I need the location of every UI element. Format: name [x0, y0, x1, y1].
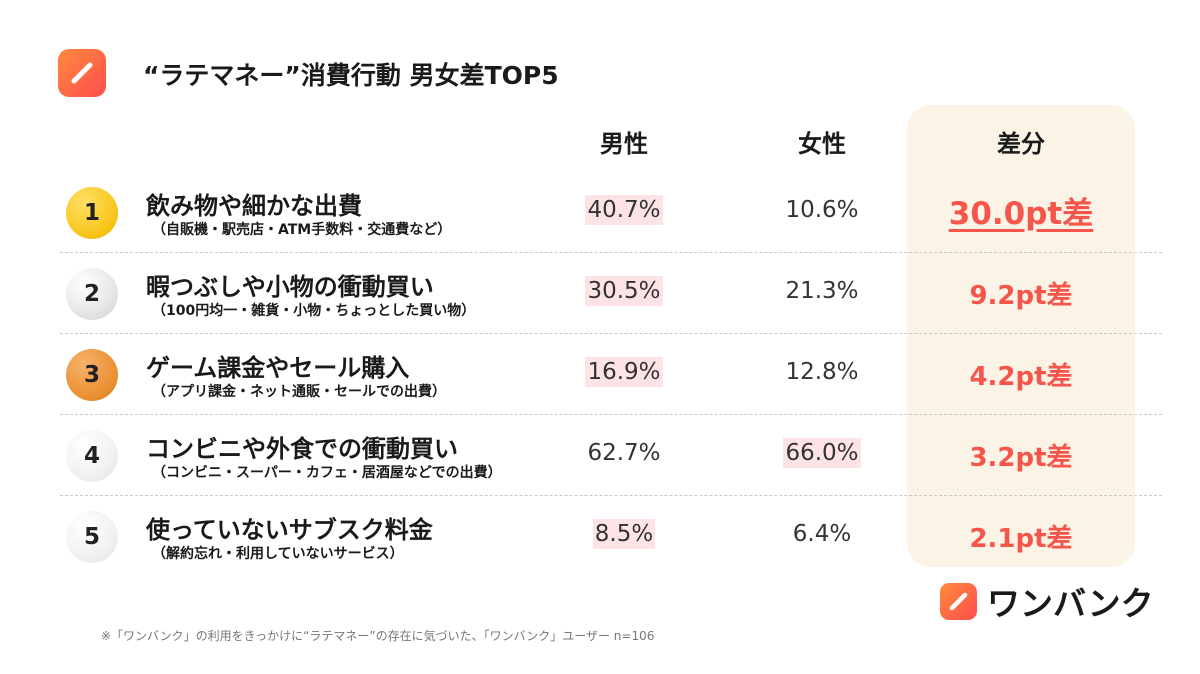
female-value-cell: 10.6%	[722, 197, 922, 223]
diff-value: 3.2pt差	[969, 443, 1073, 473]
table-row: 2 暇つぶしや小物の衝動買い （100円均一・雑貨・小物・ちょっとした買い物） 30.…	[60, 253, 1162, 334]
female-value-cell: 21.3%	[722, 278, 922, 304]
male-value-cell: 30.5%	[524, 276, 724, 306]
male-column-header: 男性	[600, 130, 648, 158]
female-value-cell: 6.4%	[722, 521, 922, 547]
diff-value: 9.2pt差	[969, 281, 1073, 311]
category-detail: （コンビニ・スーパー・カフェ・居酒屋などでの出費）	[152, 465, 502, 481]
page-title: “ラテマネー”消費行動 男女差TOP5	[143, 61, 559, 90]
female-value: 6.4%	[792, 521, 852, 547]
female-value-cell: 66.0%	[722, 438, 922, 468]
female-value-cell: 12.8%	[722, 359, 922, 385]
female-value: 21.3%	[785, 278, 859, 304]
row-divider	[60, 495, 1162, 496]
rank-badge: 3	[66, 349, 118, 401]
brand-logo: ワンバンク	[940, 581, 1154, 623]
female-value: 66.0%	[783, 438, 861, 468]
footnote: ※「ワンバンク」の利用をきっかけに“ラテマネー”の存在に気づいた、「ワンバンク」…	[101, 629, 655, 643]
diff-value: 4.2pt差	[969, 362, 1073, 392]
brand-name: ワンバンク	[987, 584, 1154, 623]
header-logo-icon	[58, 49, 106, 97]
male-value: 8.5%	[592, 519, 656, 549]
category-detail: （アプリ課金・ネット通販・セールでの出費）	[152, 384, 446, 400]
female-column-header: 女性	[798, 130, 846, 158]
row-divider	[60, 414, 1162, 415]
male-value: 16.9%	[585, 357, 663, 387]
female-value: 12.8%	[785, 359, 859, 385]
rank-badge: 2	[66, 268, 118, 320]
category-detail: （100円均一・雑貨・小物・ちょっとした買い物）	[152, 303, 476, 319]
row-divider	[60, 252, 1162, 253]
category-detail: （自販機・駅売店・ATM手数料・交通費など）	[152, 222, 452, 238]
category-name: 使っていないサブスク料金	[146, 516, 433, 544]
brand-mark-icon	[940, 582, 977, 620]
rank-badge: 1	[66, 187, 118, 239]
diff-column-panel	[907, 105, 1135, 567]
category-name: 暇つぶしや小物の衝動買い	[146, 273, 434, 301]
category-name: ゲーム課金やセール購入	[146, 354, 410, 382]
pencil-slash-icon	[71, 62, 93, 84]
table-row: 5 使っていないサブスク料金 （解約忘れ・利用していないサービス） 8.5% 6.4% 2…	[60, 496, 1162, 577]
category-name: 飲み物や細かな出費	[146, 192, 362, 220]
male-value-cell: 16.9%	[524, 357, 724, 387]
rank-badge: 4	[66, 430, 118, 482]
table-row: 3 ゲーム課金やセール購入 （アプリ課金・ネット通販・セールでの出費） 16.9% 12…	[60, 334, 1162, 415]
category-name: コンビニや外食での衝動買い	[146, 435, 458, 463]
diff-value: 2.1pt差	[969, 524, 1073, 554]
female-value: 10.6%	[785, 197, 859, 223]
rank-badge: 5	[66, 511, 118, 563]
diff-value: 30.0pt差	[948, 196, 1094, 232]
diff-column-header: 差分	[997, 130, 1045, 158]
table-row: 4 コンビニや外食での衝動買い （コンビニ・スーパー・カフェ・居酒屋などでの出費） 6…	[60, 415, 1162, 496]
row-divider	[60, 333, 1162, 334]
male-value: 62.7%	[587, 440, 661, 466]
male-value: 30.5%	[585, 276, 663, 306]
male-value-cell: 8.5%	[524, 519, 724, 549]
table-row: 1 飲み物や細かな出費 （自販機・駅売店・ATM手数料・交通費など） 40.7% 10.…	[60, 172, 1162, 253]
category-detail: （解約忘れ・利用していないサービス）	[152, 546, 404, 562]
male-value: 40.7%	[585, 195, 663, 225]
male-value-cell: 62.7%	[524, 440, 724, 466]
male-value-cell: 40.7%	[524, 195, 724, 225]
